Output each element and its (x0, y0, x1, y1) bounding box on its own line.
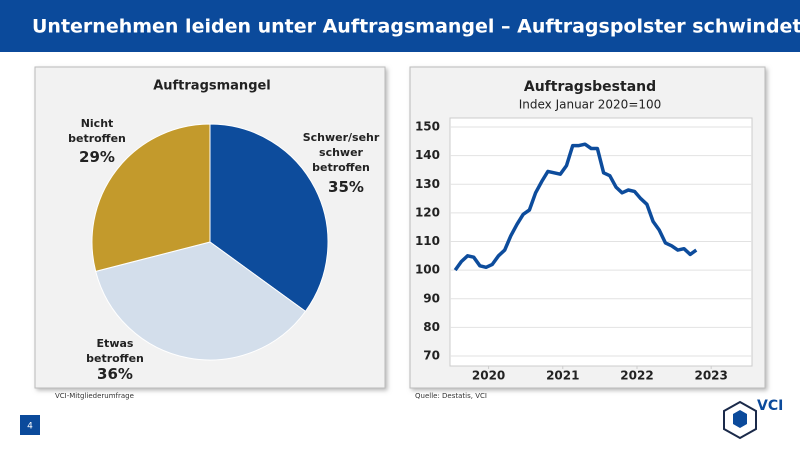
slice-label: Schwer/sehr schwer betroffen (302, 131, 380, 174)
slice-label: Etwas betroffen (86, 337, 144, 365)
y-tick-label: 90 (423, 291, 440, 305)
page-badge (20, 415, 40, 435)
slice-value-label: 36% (97, 365, 133, 383)
line-title: Auftragsbestand (524, 79, 656, 95)
x-tick-label: 2021 (546, 369, 579, 383)
source-note: VCI-Mitgliederumfrage (55, 392, 134, 400)
pie-slice (91, 123, 211, 272)
y-tick-label: 70 (423, 349, 440, 363)
logo-mark (723, 400, 757, 440)
slide-title: Unternehmen leiden unter Auftragsmangel … (32, 16, 800, 38)
y-tick-label: 130 (415, 177, 440, 191)
source-note: Quelle: Destatis, VCI (415, 392, 487, 400)
y-tick-label: 110 (415, 234, 440, 248)
slice-label: Nicht betroffen (68, 117, 126, 145)
pie-title: Auftragsmangel (153, 79, 271, 94)
y-tick-label: 120 (415, 205, 440, 219)
line-subtitle: Index Januar 2020=100 (519, 98, 662, 112)
logo-text: VCI (757, 398, 783, 414)
line-series (453, 142, 698, 272)
slice-value-label: 29% (79, 148, 115, 166)
y-tick-label: 150 (415, 120, 440, 134)
pie-slice (209, 123, 329, 313)
header-band (0, 0, 800, 52)
pie-slice (95, 241, 307, 361)
page-number: 4 (27, 422, 33, 432)
y-tick-label: 140 (415, 148, 440, 162)
slice-value-label: 35% (328, 178, 364, 196)
y-tick-label: 80 (423, 320, 440, 334)
x-tick-label: 2022 (620, 369, 653, 383)
x-tick-label: 2023 (694, 369, 727, 383)
y-tick-label: 100 (415, 263, 440, 277)
x-tick-label: 2020 (472, 369, 505, 383)
